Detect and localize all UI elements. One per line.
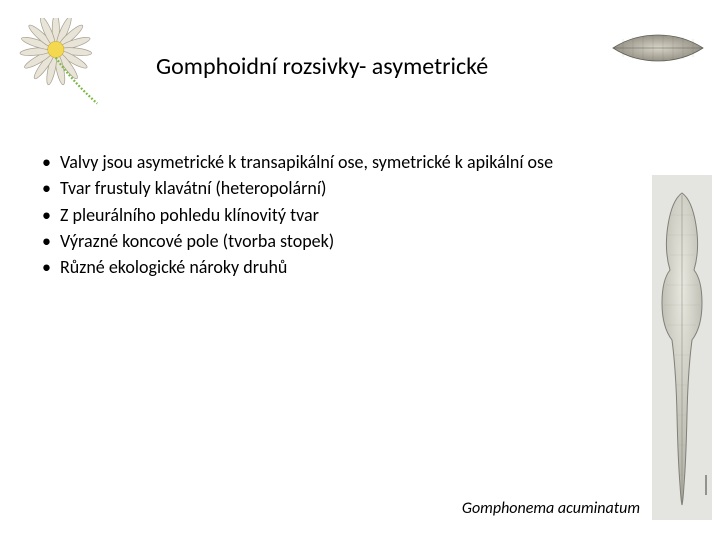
- bullet-item: Různé ekologické nároky druhů: [40, 255, 600, 279]
- bullet-item: Výrazné koncové pole (tvorba stopek): [40, 229, 600, 253]
- slide: Gomphoidní rozsivky- asymetrické Valvy j…: [0, 0, 720, 540]
- bullet-item: Tvar frustuly klavátní (heteropolární): [40, 176, 600, 200]
- slide-title: Gomphoidní rozsivky- asymetrické: [156, 52, 488, 81]
- bullet-item: Valvy jsou asymetrické k transapikální o…: [40, 150, 600, 174]
- bullet-list: Valvy jsou asymetrické k transapikální o…: [40, 150, 600, 281]
- image-caption: Gomphonema acuminatum: [462, 499, 640, 518]
- diatom-ellipse-icon: [608, 28, 708, 68]
- diatom-club-icon: [652, 175, 712, 520]
- bullet-item: Z pleurálního pohledu klínovitý tvar: [40, 203, 600, 227]
- daisy-logo-icon: [18, 18, 108, 108]
